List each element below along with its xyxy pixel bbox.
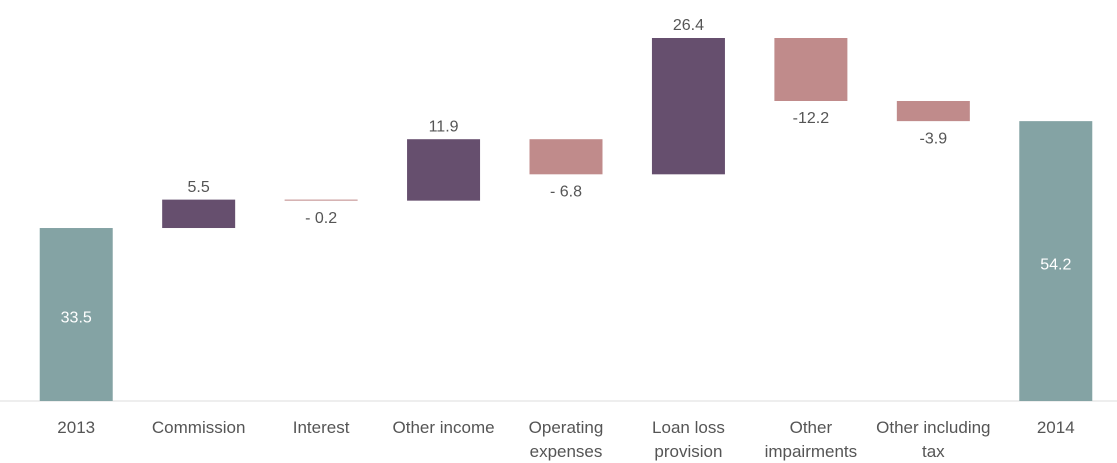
x-tick-label: Other impairments (764, 418, 858, 461)
bar (651, 38, 725, 175)
x-tick-label: Commission (151, 418, 246, 437)
value-label: -3.9 (920, 130, 948, 147)
bar (39, 228, 113, 401)
x-tick-label: Other income (392, 418, 495, 437)
value-label: - 6.8 (550, 184, 582, 201)
bar (407, 139, 481, 201)
x-tick-label: Loan loss provision (652, 418, 725, 461)
x-tick-label: Operating expenses (528, 418, 604, 461)
x-tick-label: Other including tax (876, 418, 991, 461)
bar (529, 139, 603, 175)
value-label: 5.5 (188, 179, 210, 196)
value-label: -12.2 (793, 110, 830, 127)
bar (284, 199, 358, 201)
value-label: 11.9 (429, 118, 459, 135)
x-tick-label: 2013 (57, 418, 96, 437)
value-label: 26.4 (673, 17, 704, 34)
bar (1019, 121, 1093, 401)
x-tick-label: 2014 (1036, 418, 1075, 437)
value-label: 33.5 (61, 310, 92, 327)
x-tick-label: Interest (292, 418, 350, 437)
bar (774, 38, 848, 101)
bar (162, 199, 236, 229)
value-label: - 0.2 (305, 210, 337, 227)
bar (896, 100, 970, 122)
value-label: 54.2 (1040, 256, 1071, 273)
